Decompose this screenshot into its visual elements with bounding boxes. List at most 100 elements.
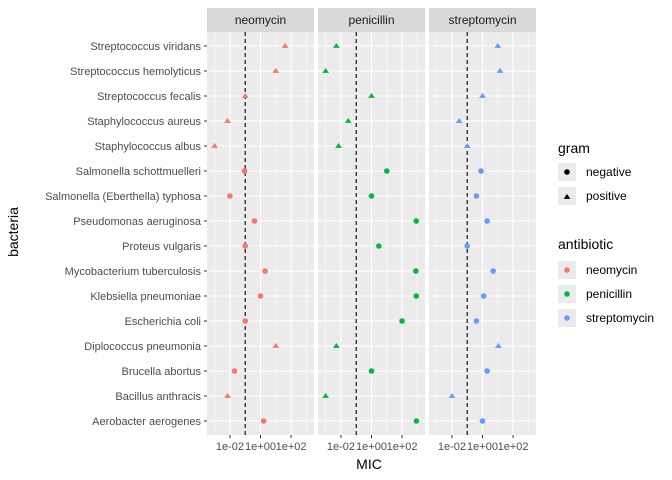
- data-point-streptomycin: [473, 193, 480, 199]
- x-tick-label: 1e+00: [467, 441, 498, 453]
- legend-circle-symbol: [564, 169, 570, 175]
- x-tick-label: 1e-02: [327, 441, 355, 453]
- y-tick-label: Salmonella (Eberthella) typhosa: [45, 191, 202, 203]
- data-point-penicillin: [344, 117, 352, 123]
- facet-strip: [207, 8, 314, 32]
- legend-title-gram: gram: [558, 140, 590, 156]
- legend-color-dot: [564, 315, 570, 321]
- y-tick-label: Streptococcus fecalis: [97, 91, 201, 103]
- facet-strip: [318, 8, 425, 32]
- y-tick-label: Escherichia coli: [125, 316, 201, 328]
- x-tick-label: 1e+00: [245, 441, 276, 453]
- data-point-streptomycin: [455, 117, 463, 123]
- legend-triangle-symbol: [563, 193, 571, 199]
- data-point-penicillin: [383, 168, 390, 174]
- y-tick-label: Klebsiella pneumoniae: [90, 291, 201, 303]
- x-tick-label: 1e-02: [216, 441, 244, 453]
- data-point-penicillin: [413, 293, 420, 299]
- data-point-penicillin: [413, 218, 420, 224]
- x-axis-tick-labels: 1e-02 1e+00 1e+02 1e-02 1e+00 1e+02 1e-02 1e+00…: [216, 435, 529, 453]
- facet-strip-label: penicillin: [348, 13, 394, 27]
- facet-strip-label: streptomycin: [448, 13, 516, 27]
- y-tick-label: Proteus vulgaris: [122, 241, 201, 253]
- y-tick-label: Brucella abortus: [122, 366, 202, 378]
- y-tick-label: Streptococcus viridans: [90, 41, 201, 53]
- data-point-streptomycin: [495, 342, 502, 348]
- y-tick-label: Staphylococcus albus: [95, 141, 202, 153]
- data-point-neomycin: [241, 168, 248, 174]
- y-tick-label: Mycobacterium tuberculosis: [65, 266, 202, 278]
- data-point-streptomycin: [484, 368, 490, 374]
- data-point-penicillin: [322, 392, 330, 398]
- data-point-streptomycin: [490, 268, 496, 274]
- data-point-neomycin: [251, 218, 258, 224]
- data-point-streptomycin: [484, 218, 490, 224]
- data-point-penicillin: [413, 268, 419, 274]
- y-axis-title: bacteria: [5, 207, 21, 257]
- data-point-streptomycin: [478, 168, 484, 174]
- data-point-neomycin: [242, 243, 249, 249]
- data-point-penicillin: [399, 318, 405, 324]
- data-point-penicillin: [332, 342, 340, 348]
- legend-color-dot: [564, 291, 570, 297]
- legend-label-penicillin: penicillin: [586, 287, 632, 301]
- data-point-neomycin: [231, 368, 238, 374]
- x-tick-label: 1e-02: [438, 441, 466, 453]
- x-axis-title: MIC: [356, 456, 382, 472]
- data-point-neomycin: [257, 293, 264, 299]
- data-point-neomycin: [224, 392, 231, 398]
- y-tick-label: Streptococcus hemolyticus: [70, 66, 201, 78]
- legend-color-dot: [564, 267, 570, 273]
- x-tick-label: 1e+02: [276, 441, 307, 453]
- data-point-penicillin: [332, 42, 340, 48]
- data-point-neomycin: [242, 318, 249, 324]
- data-point-neomycin: [281, 42, 289, 48]
- data-point-penicillin: [368, 193, 375, 199]
- y-tick-label: Diplococcus pneumonia: [84, 341, 202, 353]
- legend-label-streptomycin: streptomycin: [586, 311, 654, 325]
- facet-strip: [429, 8, 536, 32]
- y-tick-label: Pseudomonas aeruginosa: [73, 216, 202, 228]
- legend-title-antibiotic: antibiotic: [558, 236, 613, 252]
- facet-panels: neomycin penicillin streptomycin: [207, 8, 536, 435]
- legend-label-positive: positive: [586, 189, 627, 203]
- data-point-streptomycin: [494, 42, 502, 48]
- data-point-neomycin: [241, 92, 249, 98]
- data-point-streptomycin: [480, 293, 487, 299]
- legend-label-neomycin: neomycin: [586, 263, 637, 277]
- data-point-neomycin: [211, 142, 219, 148]
- data-point-penicillin: [413, 418, 420, 424]
- data-point-streptomycin: [479, 92, 486, 98]
- x-tick-label: 1e+02: [498, 441, 529, 453]
- facet-panel-penicillin: penicillin: [318, 8, 425, 435]
- y-tick-label: Bacillus anthracis: [115, 391, 201, 403]
- facet-strip-label: neomycin: [235, 13, 286, 27]
- y-tick-label: Staphylococcus aureus: [87, 116, 201, 128]
- data-point-penicillin: [322, 67, 330, 73]
- data-point-penicillin: [368, 368, 375, 374]
- x-tick-label: 1e+00: [356, 441, 387, 453]
- data-point-neomycin: [227, 193, 233, 199]
- data-point-neomycin: [224, 117, 231, 123]
- data-point-streptomycin: [473, 318, 480, 324]
- x-tick-label: 1e+02: [387, 441, 418, 453]
- y-tick-label: Salmonella schottmuelleri: [76, 166, 201, 178]
- data-point-neomycin: [262, 268, 268, 274]
- legend: gram negative positive antibiotic neomycin pe…: [558, 140, 654, 327]
- data-point-penicillin: [335, 142, 342, 148]
- facet-panel-neomycin: neomycin: [207, 8, 314, 435]
- data-point-streptomycin: [464, 243, 471, 249]
- data-point-penicillin: [368, 92, 375, 98]
- facet-panel-streptomycin: streptomycin: [429, 8, 536, 435]
- data-point-neomycin: [260, 418, 267, 424]
- legend-label-negative: negative: [586, 165, 632, 179]
- data-point-penicillin: [375, 243, 382, 249]
- data-point-streptomycin: [463, 142, 471, 148]
- data-point-streptomycin: [448, 392, 456, 398]
- data-point-neomycin: [272, 342, 280, 348]
- data-point-streptomycin: [496, 67, 504, 73]
- y-axis-tick-labels: Streptococcus viridans Streptococcus hemo…: [45, 41, 207, 428]
- data-point-streptomycin: [479, 418, 486, 424]
- data-point-neomycin: [272, 67, 280, 73]
